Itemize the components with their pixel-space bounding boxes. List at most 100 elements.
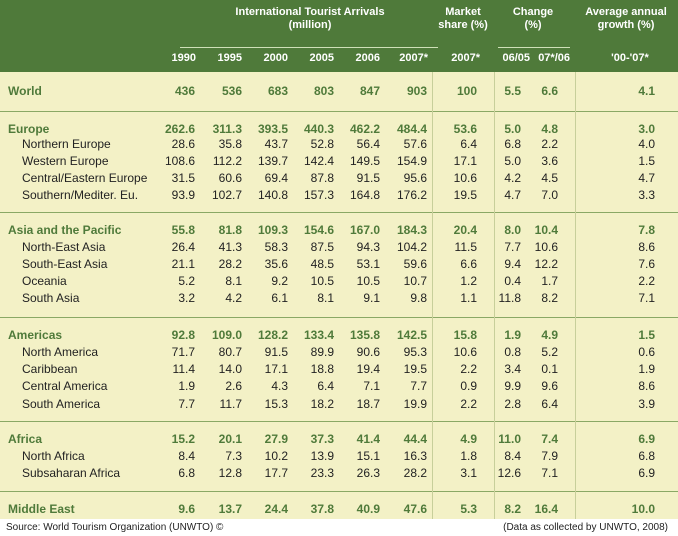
table-cell: 9.6 <box>541 379 558 393</box>
subregion-row: North-East Asia 26.4 41.3 58.3 87.5 94.3 104.2… <box>0 239 678 256</box>
table-cell: 847 <box>359 84 380 98</box>
table-cell: 17.1 <box>453 154 477 168</box>
table-cell: 1.9 <box>504 328 521 342</box>
change-06-05-header: 06/05 <box>502 52 530 64</box>
row-label: World <box>8 84 42 98</box>
table-cell: 57.6 <box>403 137 427 151</box>
table-cell: 5.2 <box>541 345 558 359</box>
table-cell: 1.5 <box>638 154 655 168</box>
table-cell: 4.0 <box>638 137 655 151</box>
table-cell: 60.6 <box>218 171 242 185</box>
row-label: Southern/Mediter. Eu. <box>22 188 139 202</box>
table-cell: 8.4 <box>178 449 195 463</box>
table-cell: 1.8 <box>460 449 477 463</box>
subregion-row: Western Europe 108.6 112.2 139.7 142.4 149.5 1… <box>0 153 678 170</box>
table-cell: 14.0 <box>218 362 242 376</box>
table-cell: 13.9 <box>310 449 334 463</box>
row-label: Oceania <box>22 274 67 288</box>
region-row: Americas 92.8 109.0 128.2 133.4 135.8 142.5 15.… <box>0 327 678 344</box>
table-cell: 7.7 <box>504 240 521 254</box>
table-cell: 6.8 <box>178 466 195 480</box>
growth-period-header: '00-'07* <box>611 52 649 64</box>
table-cell: 7.7 <box>410 379 427 393</box>
table-cell: 6.4 <box>317 379 334 393</box>
change-07-06-header: 07*/06 <box>538 52 570 64</box>
table-cell: 44.4 <box>403 432 427 446</box>
table-cell: 41.3 <box>218 240 242 254</box>
table-cell: 1.7 <box>541 274 558 288</box>
table-cell: 37.3 <box>310 432 334 446</box>
table-cell: 89.9 <box>310 345 334 359</box>
table-cell: 9.4 <box>504 257 521 271</box>
arrivals-title-line1: International Tourist Arrivals <box>235 6 385 18</box>
table-cell: 20.4 <box>453 223 477 237</box>
table-cell: 47.6 <box>403 502 427 516</box>
table-cell: 28.2 <box>403 466 427 480</box>
table-cell: 112.2 <box>212 154 242 168</box>
year-header-2007: 2007* <box>399 52 428 64</box>
market-share-line2: share (%) <box>438 19 488 31</box>
table-cell: 154.6 <box>303 223 334 237</box>
table-cell: 18.2 <box>310 397 334 411</box>
table-cell: 93.9 <box>171 188 195 202</box>
table-cell: 164.8 <box>349 188 380 202</box>
table-cell: 52.8 <box>310 137 334 151</box>
table-cell: 4.9 <box>460 432 477 446</box>
subregion-row: North Africa 8.4 7.3 10.2 13.9 15.1 16.3 1.8 8.4… <box>0 448 678 465</box>
table-cell: 903 <box>406 84 427 98</box>
table-cell: 8.1 <box>317 291 334 305</box>
subregion-row: South Asia 3.2 4.2 6.1 8.1 9.1 9.8 1.1 11.8 8.2 7.… <box>0 290 678 307</box>
table-cell: 8.4 <box>504 449 521 463</box>
row-label: North Africa <box>22 449 85 463</box>
table-cell: 128.2 <box>257 328 288 342</box>
table-cell: 135.8 <box>349 328 380 342</box>
table-cell: 16.4 <box>534 502 558 516</box>
table-cell: 4.2 <box>225 291 242 305</box>
table-cell: 6.6 <box>541 84 558 98</box>
row-label: Western Europe <box>22 154 109 168</box>
table-cell: 157.3 <box>303 188 334 202</box>
source-note: Source: World Tourism Organization (UNWT… <box>6 522 224 533</box>
table-cell: 91.5 <box>264 345 288 359</box>
subregion-row: Oceania 5.2 8.1 9.2 10.5 10.5 10.7 1.2 0.4 1.7 2.2 <box>0 273 678 290</box>
table-cell: 11.4 <box>172 362 195 376</box>
table-cell: 5.5 <box>504 84 521 98</box>
table-cell: 4.1 <box>638 84 655 98</box>
table-cell: 4.2 <box>504 171 521 185</box>
year-header-2000: 2000 <box>263 52 288 64</box>
table-cell: 393.5 <box>257 122 288 136</box>
table-cell: 102.7 <box>211 188 242 202</box>
table-cell: 142.4 <box>303 154 334 168</box>
table-cell: 1.1 <box>460 291 477 305</box>
table-cell: 9.8 <box>410 291 427 305</box>
table-cell: 9.1 <box>363 291 380 305</box>
table-cell: 262.6 <box>164 122 195 136</box>
table-cell: 19.9 <box>403 397 427 411</box>
table-cell: 8.6 <box>638 240 655 254</box>
table-cell: 19.4 <box>356 362 380 376</box>
table-cell: 8.2 <box>504 502 521 516</box>
table-cell: 108.6 <box>164 154 195 168</box>
table-cell: 27.9 <box>264 432 288 446</box>
table-cell: 6.9 <box>638 466 655 480</box>
table-cell: 11.0 <box>498 432 521 446</box>
table-cell: 0.4 <box>504 274 521 288</box>
row-label: Middle East <box>8 502 75 516</box>
table-cell: 59.6 <box>403 257 427 271</box>
table-cell: 71.7 <box>171 345 195 359</box>
table-cell: 12.2 <box>534 257 558 271</box>
table-cell: 40.9 <box>356 502 380 516</box>
table-cell: 26.4 <box>171 240 195 254</box>
table-cell: 8.1 <box>225 274 242 288</box>
table-cell: 133.4 <box>303 328 334 342</box>
row-label: North America <box>22 345 99 359</box>
table-cell: 20.1 <box>218 432 242 446</box>
table-cell: 803 <box>313 84 334 98</box>
table-cell: 24.4 <box>264 502 288 516</box>
table-cell: 6.6 <box>460 257 477 271</box>
arrivals-underline <box>180 47 438 48</box>
table-cell: 15.1 <box>356 449 380 463</box>
arrivals-title-line2: (million) <box>288 19 332 31</box>
table-cell: 3.3 <box>638 188 655 202</box>
table-cell: 109.0 <box>211 328 242 342</box>
